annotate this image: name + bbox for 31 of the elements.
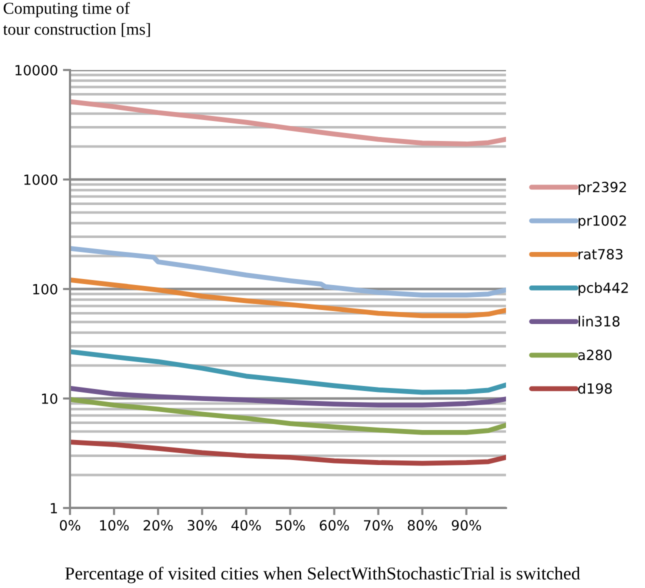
y-tick-label: 1 — [50, 503, 57, 514]
x-tick-label: 30% — [188, 520, 217, 531]
y-tick-label: 100 — [33, 284, 58, 294]
x-tick-label: 0% — [60, 520, 80, 531]
x-tick-label: 60% — [320, 520, 349, 531]
y-axis-title: Computing time of tour construction [ms] — [3, 2, 150, 37]
y-tick-label: 1000 — [24, 174, 58, 185]
legend-label: rat783 — [578, 248, 622, 260]
legend-label: pcb442 — [578, 282, 628, 296]
x-axis-title: Percentage of visited cities when SelectWithStochasticTrial is switched — [65, 566, 580, 584]
legend-label: lin318 — [578, 316, 620, 327]
x-tick-label: 80% — [408, 520, 437, 531]
line-series — [70, 440, 506, 466]
line-series — [70, 99, 506, 146]
x-tick-label: 40% — [231, 520, 261, 531]
x-tick-label: 50% — [276, 520, 305, 531]
legend-label: d198 — [578, 383, 612, 394]
y-tick-label: 10000 — [16, 64, 58, 76]
line-series — [70, 349, 506, 395]
line-series — [70, 278, 506, 318]
line-series — [70, 397, 506, 435]
line-series — [70, 386, 506, 408]
legend-label: pr2392 — [578, 182, 626, 195]
x-tick-label: 90% — [452, 520, 482, 531]
y-tick-label: 10 — [42, 393, 58, 404]
legend-label: a280 — [578, 350, 612, 360]
line-series — [70, 246, 506, 298]
x-tick-label: 20% — [144, 520, 173, 531]
legend-label: pr1002 — [578, 215, 626, 229]
x-tick-label: 10% — [100, 520, 129, 531]
x-tick-label: 70% — [364, 520, 393, 531]
